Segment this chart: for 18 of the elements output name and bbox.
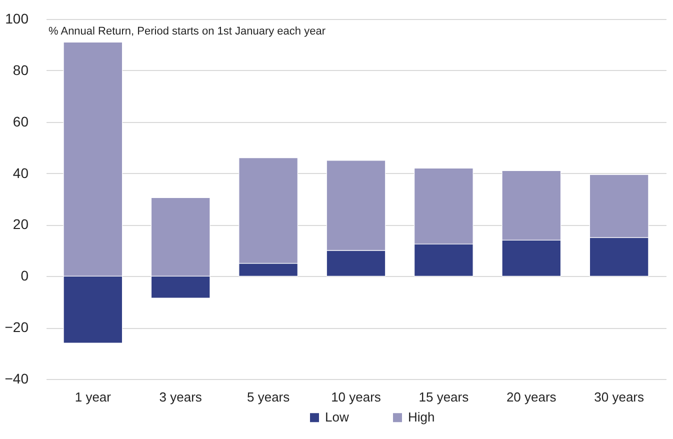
- y-tick-label: 0: [20, 268, 29, 284]
- y-tick-label: 100: [5, 10, 29, 26]
- y-tick-label: 40: [12, 164, 29, 181]
- legend-label: High: [408, 410, 435, 425]
- x-tick-label: 5 years: [246, 390, 290, 404]
- x-tick-label: 30 years: [594, 390, 645, 404]
- y-axis-title: % Annual Return, Period starts on 1st January each year: [48, 26, 326, 38]
- x-tick-label: 20 years: [506, 390, 557, 404]
- y-tick-label: −20: [4, 319, 29, 336]
- y-tick-label: 80: [12, 62, 29, 78]
- y-tick-label: 20: [12, 216, 29, 232]
- x-tick-label: 10 years: [331, 390, 382, 404]
- x-tick-label: 15 years: [418, 390, 470, 404]
- y-tick-label: 60: [12, 113, 29, 130]
- x-tick-label: 1 year: [74, 390, 112, 404]
- x-tick-label: 3 years: [159, 390, 202, 404]
- y-tick-label: −40: [4, 370, 29, 386]
- legend-label: Low: [325, 410, 350, 425]
